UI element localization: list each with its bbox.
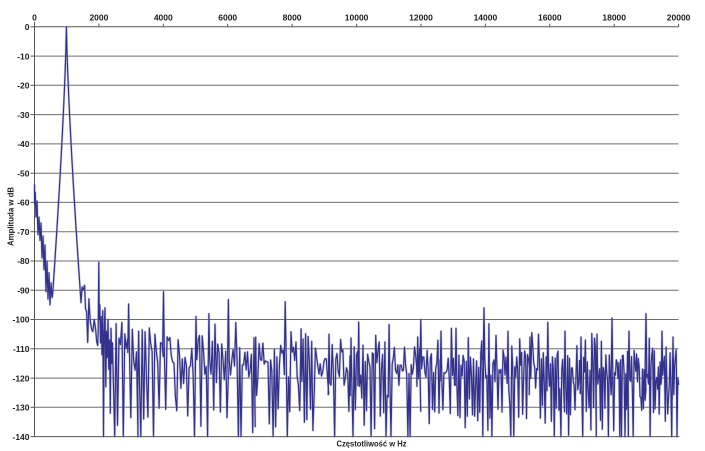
- svg-text:2000: 2000: [89, 13, 108, 23]
- svg-text:20000: 20000: [667, 13, 691, 23]
- svg-text:0: 0: [32, 13, 37, 23]
- svg-text:-50: -50: [17, 168, 30, 178]
- svg-text:Częstotliwość w Hz: Częstotliwość w Hz: [337, 438, 407, 448]
- svg-text:0: 0: [25, 22, 30, 32]
- svg-text:4000: 4000: [154, 13, 173, 23]
- svg-text:-120: -120: [12, 373, 29, 383]
- svg-text:18000: 18000: [602, 13, 626, 23]
- svg-text:-140: -140: [12, 432, 29, 442]
- svg-text:-100: -100: [12, 315, 29, 325]
- svg-text:12000: 12000: [409, 13, 433, 23]
- svg-text:6000: 6000: [218, 13, 237, 23]
- svg-text:-20: -20: [17, 81, 30, 91]
- svg-text:10000: 10000: [345, 13, 369, 23]
- svg-text:-40: -40: [17, 139, 30, 149]
- svg-text:-80: -80: [17, 256, 30, 266]
- svg-text:16000: 16000: [538, 13, 562, 23]
- svg-text:-90: -90: [17, 285, 30, 295]
- svg-text:Amplituda w dB: Amplituda w dB: [6, 187, 16, 246]
- svg-text:-10: -10: [17, 51, 30, 61]
- svg-text:-30: -30: [17, 110, 30, 120]
- svg-text:14000: 14000: [474, 13, 498, 23]
- svg-text:-110: -110: [13, 344, 30, 354]
- svg-text:-60: -60: [17, 198, 30, 208]
- svg-text:-130: -130: [12, 403, 29, 413]
- svg-text:8000: 8000: [283, 13, 302, 23]
- svg-text:-70: -70: [17, 227, 30, 237]
